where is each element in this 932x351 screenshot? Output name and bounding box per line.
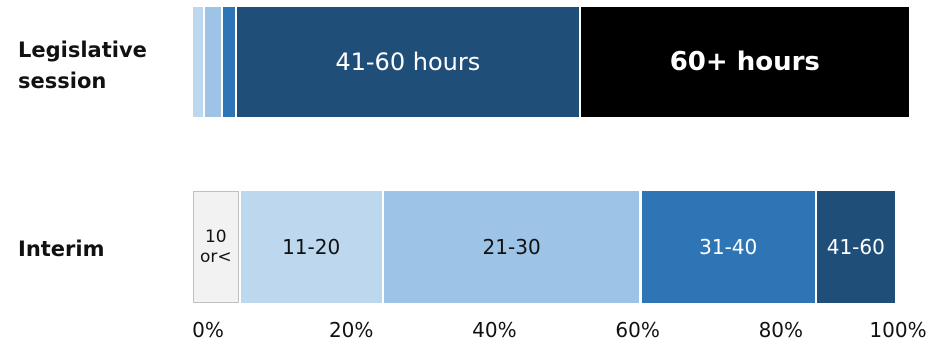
x-tick-label: 60% (615, 318, 660, 342)
segment-label: 11-20 (282, 235, 341, 259)
x-tick-label: 0% (192, 318, 224, 342)
row-label-legislative-session: Legislative session (18, 35, 147, 97)
row-label-line: session (18, 69, 107, 93)
segment-label: 41-60 hours (335, 48, 481, 76)
bar-segment-session-4: 60+ hours (580, 7, 909, 117)
segment-label: 31-40 (699, 235, 758, 259)
bar-segment-session-0 (193, 7, 203, 117)
bar-segment-interim-1: 11-20 (240, 191, 382, 303)
bar-segment-session-2 (222, 7, 235, 117)
bar-segment-interim-0: 10 or< (193, 191, 239, 303)
segment-label: 60+ hours (669, 47, 820, 77)
row-label-line: Interim (18, 237, 105, 261)
segment-label: 21-30 (482, 235, 541, 259)
segment-label-line: 10 (204, 227, 227, 247)
bar-segment-session-1 (204, 7, 221, 117)
x-tick-label: 40% (472, 318, 517, 342)
x-tick-label: 100% (869, 318, 927, 342)
x-tick-label: 80% (758, 318, 804, 342)
segment-label-line: or< (199, 247, 232, 267)
bar-segment-interim-4: 41-60 (816, 191, 895, 303)
row-label-interim: Interim (18, 234, 104, 265)
bar-segment-interim-2: 21-30 (383, 191, 640, 303)
row-label-line: Legislative (18, 38, 147, 62)
x-tick-label: 20% (328, 318, 374, 342)
bar-segment-interim-3: 31-40 (641, 191, 815, 303)
segment-label: 10 or< (200, 227, 232, 267)
segment-label: 41-60 (826, 235, 885, 259)
bar-segment-session-3: 41-60 hours (236, 7, 579, 117)
